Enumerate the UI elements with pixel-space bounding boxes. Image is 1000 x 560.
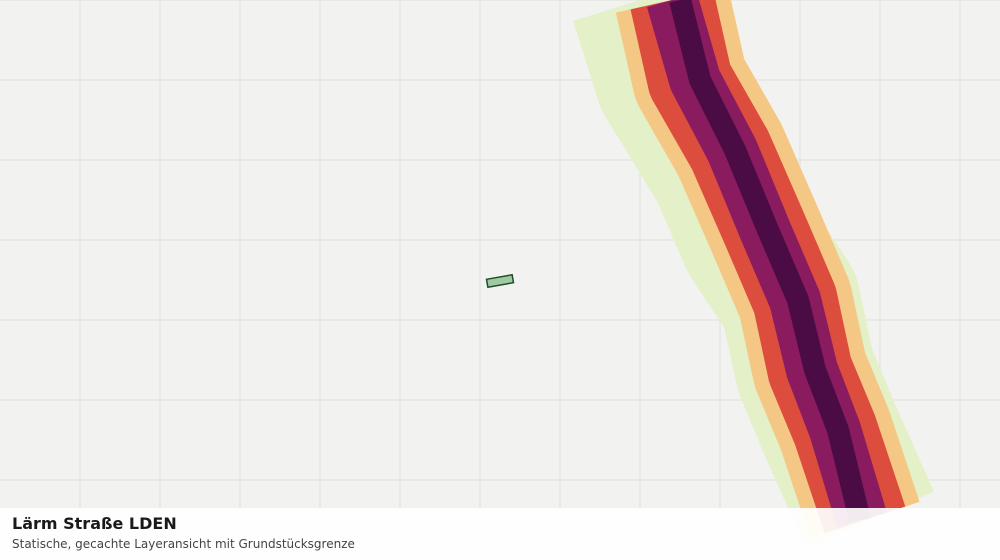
legend-panel: Lärm Straße LDEN Statische, gecachte Lay… — [0, 508, 1000, 560]
layer-title: Lärm Straße LDEN — [12, 514, 177, 533]
layer-subtitle: Statische, gecachte Layeransicht mit Gru… — [12, 537, 355, 551]
noise-band-max — [669, 0, 871, 523]
noise-layer — [573, 0, 934, 549]
parcel-boundary — [485, 273, 515, 289]
